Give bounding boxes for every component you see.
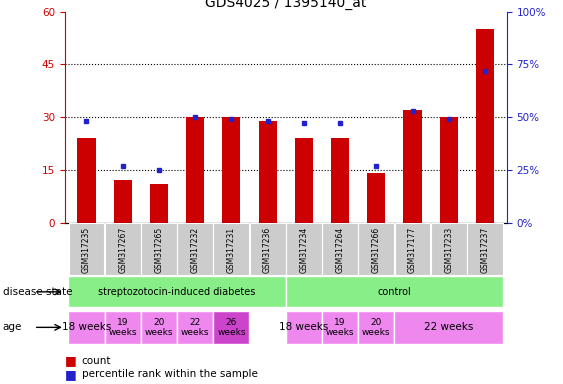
Text: 20
weeks: 20 weeks bbox=[145, 318, 173, 337]
Bar bbox=[395, 311, 503, 344]
Text: ■: ■ bbox=[65, 354, 77, 367]
Bar bbox=[105, 311, 141, 344]
Text: disease state: disease state bbox=[3, 287, 72, 297]
Text: 18 weeks: 18 weeks bbox=[62, 322, 111, 333]
Bar bbox=[258, 121, 276, 223]
Bar bbox=[141, 311, 177, 344]
Bar bbox=[286, 311, 322, 344]
Title: GDS4025 / 1395140_at: GDS4025 / 1395140_at bbox=[205, 0, 367, 10]
Text: percentile rank within the sample: percentile rank within the sample bbox=[82, 369, 257, 379]
Bar bbox=[78, 138, 96, 223]
Text: GSM317265: GSM317265 bbox=[154, 227, 163, 273]
Text: control: control bbox=[378, 287, 412, 297]
Bar bbox=[249, 223, 285, 275]
Text: GSM317177: GSM317177 bbox=[408, 227, 417, 273]
Bar bbox=[222, 117, 240, 223]
Bar bbox=[467, 223, 503, 275]
Bar bbox=[213, 223, 249, 275]
Text: 20
weeks: 20 weeks bbox=[362, 318, 391, 337]
Bar bbox=[150, 184, 168, 223]
Text: GSM317233: GSM317233 bbox=[444, 227, 453, 273]
Bar bbox=[322, 311, 358, 344]
Text: 18 weeks: 18 weeks bbox=[279, 322, 329, 333]
Bar bbox=[395, 223, 431, 275]
Bar bbox=[358, 311, 395, 344]
Bar bbox=[286, 276, 503, 307]
Text: 19
weeks: 19 weeks bbox=[109, 318, 137, 337]
Bar bbox=[68, 276, 286, 307]
Text: age: age bbox=[3, 322, 22, 332]
Text: count: count bbox=[82, 356, 111, 366]
Bar bbox=[186, 117, 204, 223]
Text: GSM317232: GSM317232 bbox=[191, 227, 200, 273]
Text: 19
weeks: 19 weeks bbox=[326, 318, 354, 337]
Text: GSM317266: GSM317266 bbox=[372, 227, 381, 273]
Bar bbox=[141, 223, 177, 275]
Text: GSM317231: GSM317231 bbox=[227, 227, 236, 273]
Text: streptozotocin-induced diabetes: streptozotocin-induced diabetes bbox=[99, 287, 256, 297]
Text: GSM317235: GSM317235 bbox=[82, 227, 91, 273]
Bar bbox=[331, 138, 349, 223]
Bar bbox=[367, 174, 385, 223]
Text: GSM317267: GSM317267 bbox=[118, 227, 127, 273]
Bar bbox=[177, 311, 213, 344]
Text: GSM317237: GSM317237 bbox=[480, 227, 489, 273]
Bar bbox=[322, 223, 358, 275]
Text: 22 weeks: 22 weeks bbox=[424, 322, 473, 333]
Bar bbox=[295, 138, 313, 223]
Text: GSM317234: GSM317234 bbox=[300, 227, 309, 273]
Bar bbox=[114, 180, 132, 223]
Bar bbox=[431, 223, 467, 275]
Bar bbox=[404, 110, 422, 223]
Bar bbox=[213, 311, 249, 344]
Bar bbox=[68, 311, 105, 344]
Bar bbox=[440, 117, 458, 223]
Bar bbox=[359, 223, 394, 275]
Bar bbox=[177, 223, 213, 275]
Text: ■: ■ bbox=[65, 368, 77, 381]
Text: GSM317236: GSM317236 bbox=[263, 227, 272, 273]
Text: 26
weeks: 26 weeks bbox=[217, 318, 245, 337]
Bar bbox=[105, 223, 141, 275]
Bar bbox=[69, 223, 104, 275]
Bar bbox=[476, 29, 494, 223]
Text: 22
weeks: 22 weeks bbox=[181, 318, 209, 337]
Bar bbox=[286, 223, 322, 275]
Text: GSM317264: GSM317264 bbox=[336, 227, 345, 273]
